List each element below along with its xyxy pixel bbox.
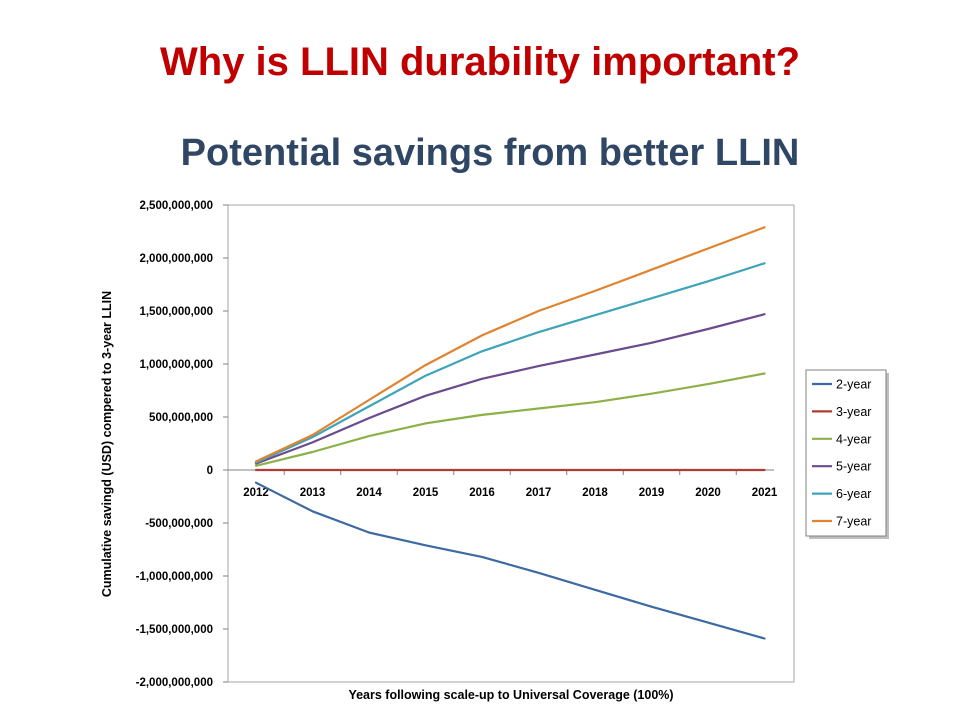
y-tick-label: -1,000,000,000 bbox=[136, 571, 213, 583]
x-tick-label: 2013 bbox=[300, 487, 326, 499]
legend-label-5-year: 5-year bbox=[836, 460, 871, 474]
y-tick-label: 2,000,000,000 bbox=[139, 253, 213, 265]
y-tick-label: 1,000,000,000 bbox=[139, 359, 213, 371]
x-tick-label: 2016 bbox=[469, 487, 495, 499]
series-line-2-year bbox=[254, 481, 766, 640]
y-tick-label: -2,000,000,000 bbox=[136, 677, 213, 689]
legend-box bbox=[805, 369, 887, 537]
plot-area bbox=[227, 204, 795, 683]
x-axis-label: Years following scale-up to Universal Co… bbox=[348, 688, 673, 702]
legend-label-4-year: 4-year bbox=[836, 432, 871, 446]
y-tick-label: -1,500,000,000 bbox=[136, 624, 213, 636]
x-tick-label: 2017 bbox=[526, 487, 552, 499]
series-line-5-year bbox=[254, 313, 766, 465]
x-tick-label: 2015 bbox=[413, 487, 439, 499]
series-line-6-year bbox=[254, 262, 766, 464]
legend-label-6-year: 6-year bbox=[836, 487, 871, 501]
legend-label-3-year: 3-year bbox=[836, 405, 871, 419]
y-axis-label: Cumulative savingd (USD) compered to 3-y… bbox=[100, 291, 114, 597]
series-line-7-year bbox=[254, 226, 766, 463]
x-tick-label: 2018 bbox=[582, 487, 608, 499]
slide-subtitle: Potential savings from better LLIN bbox=[180, 132, 800, 174]
x-tick-label: 2012 bbox=[243, 487, 269, 499]
legend-label-7-year: 7-year bbox=[836, 515, 871, 529]
series-line-4-year bbox=[254, 372, 766, 467]
legend-label-2-year: 2-year bbox=[836, 378, 871, 392]
x-tick-label: 2021 bbox=[752, 487, 778, 499]
slide-title: Why is LLIN durability important? bbox=[160, 40, 800, 84]
y-tick-label: -500,000,000 bbox=[145, 518, 213, 530]
y-tick-label: 0 bbox=[207, 465, 213, 477]
x-tick-label: 2014 bbox=[356, 487, 382, 499]
y-tick-label: 1,500,000,000 bbox=[139, 306, 213, 318]
x-tick-label: 2019 bbox=[639, 487, 665, 499]
y-tick-label: 2,500,000,000 bbox=[139, 200, 213, 212]
y-tick-label: 500,000,000 bbox=[149, 412, 213, 424]
legend: 2-year 3-year 4-year 5-year 6-year 7-year bbox=[805, 369, 889, 539]
x-tick-label: 2020 bbox=[695, 487, 721, 499]
